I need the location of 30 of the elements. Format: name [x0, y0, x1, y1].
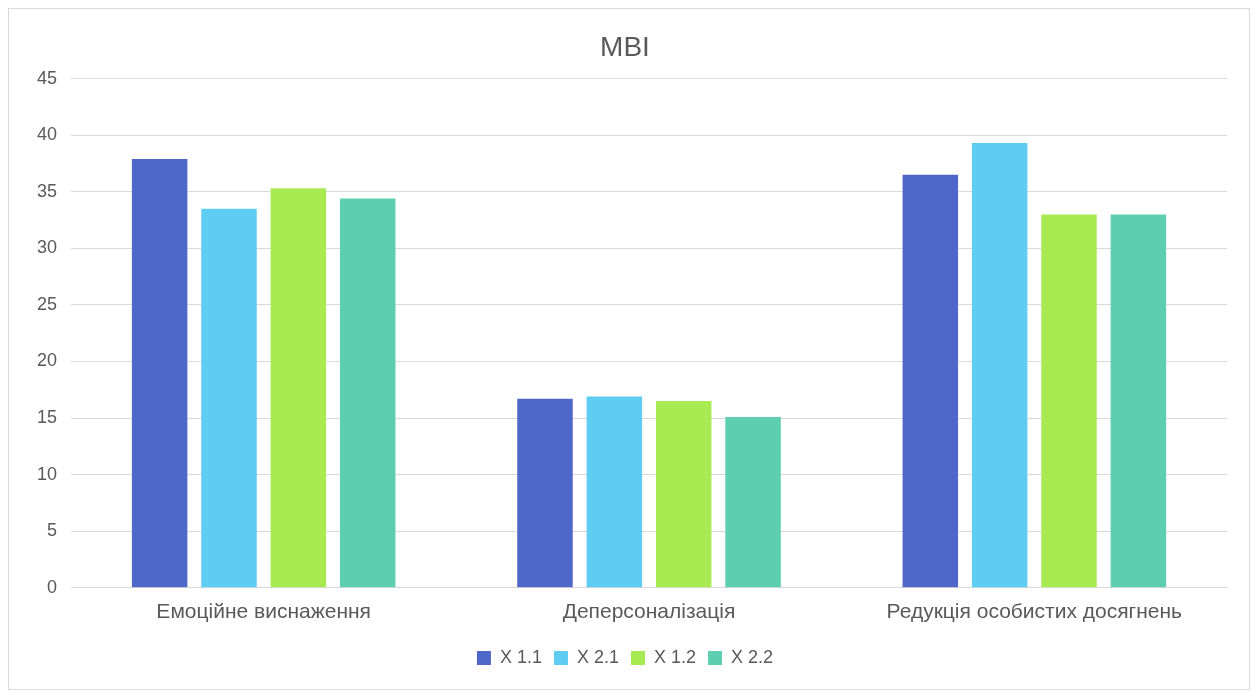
x-tick-label: Деперсоналізація — [562, 599, 736, 623]
bar — [725, 416, 781, 588]
y-tick-label: 0 — [47, 576, 58, 597]
chart-title: MBI — [600, 30, 650, 62]
legend-label: X 2.2 — [731, 646, 774, 667]
bar — [270, 188, 327, 588]
bar — [971, 143, 1028, 588]
legend-label: X 1.2 — [654, 646, 697, 667]
bar — [1041, 214, 1097, 588]
bar — [586, 396, 643, 588]
y-tick-label: 15 — [36, 407, 58, 428]
bar — [339, 198, 396, 588]
y-tick-label: 30 — [36, 237, 58, 258]
bar — [1110, 214, 1167, 588]
y-tick-label: 25 — [36, 293, 58, 314]
x-tick-label: Емоційне виснаження — [156, 599, 371, 623]
y-tick-label: 20 — [36, 350, 58, 371]
y-tick-label: 10 — [36, 463, 58, 484]
y-tick-label: 40 — [36, 124, 58, 145]
y-tick-label: 35 — [36, 180, 58, 201]
bar — [201, 208, 257, 588]
y-tick-label: 45 — [36, 67, 58, 88]
legend-label: X 2.1 — [576, 646, 619, 667]
y-tick-label: 5 — [47, 520, 58, 541]
bar — [902, 174, 959, 588]
bar — [517, 398, 573, 588]
x-tick-label: Редукція особистих досягнень — [886, 599, 1183, 623]
bar — [131, 158, 188, 588]
bar — [655, 401, 712, 588]
legend-label: X 1.1 — [499, 646, 542, 667]
